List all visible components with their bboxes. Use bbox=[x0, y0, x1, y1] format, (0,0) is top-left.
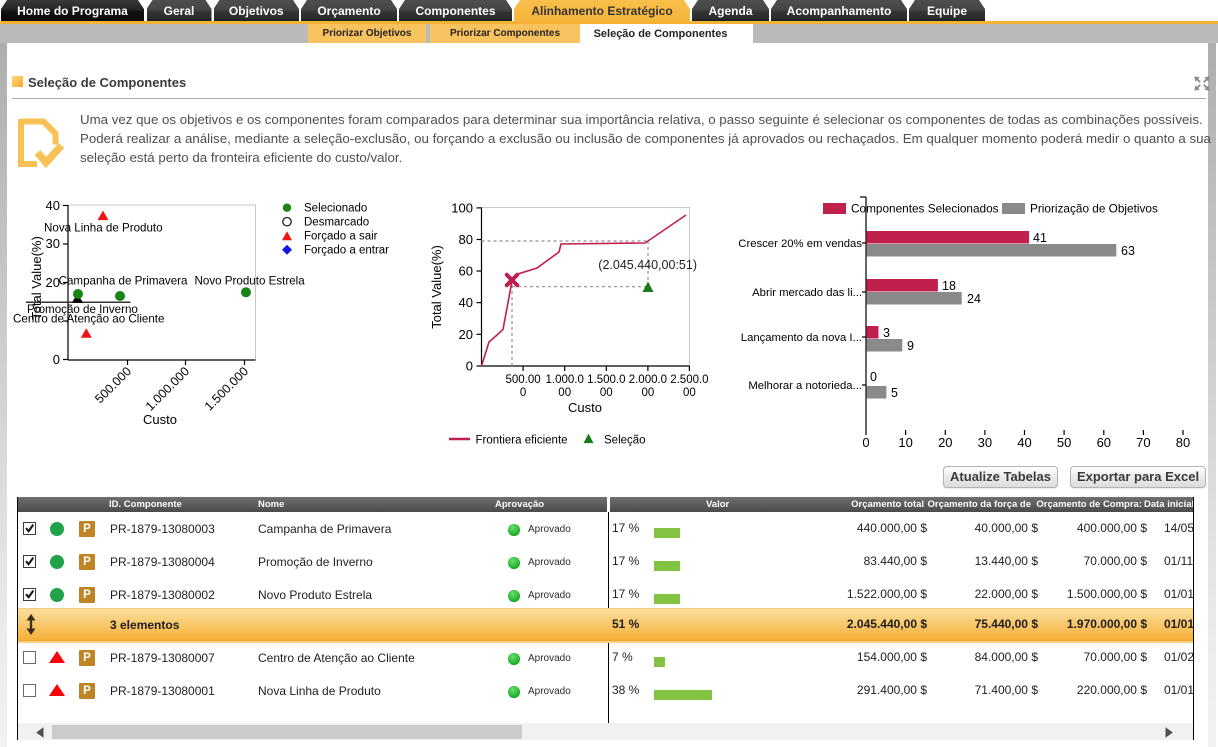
svg-text:40: 40 bbox=[459, 295, 473, 310]
svg-text:Nova Linha de Produto: Nova Linha de Produto bbox=[44, 222, 163, 235]
svg-text:Total Value(%): Total Value(%) bbox=[29, 236, 44, 320]
svg-text:9: 9 bbox=[907, 339, 914, 353]
svg-text:1.500.0: 1.500.0 bbox=[587, 374, 625, 386]
svg-text:50: 50 bbox=[1057, 435, 1071, 450]
svg-text:2.500.0: 2.500.0 bbox=[670, 374, 708, 386]
svg-text:24: 24 bbox=[967, 292, 981, 306]
svg-text:1.000.000: 1.000.000 bbox=[143, 364, 192, 413]
svg-text:80: 80 bbox=[1176, 435, 1190, 450]
svg-text:60: 60 bbox=[1097, 435, 1111, 450]
svg-text:Campanha de Primavera: Campanha de Primavera bbox=[59, 275, 188, 288]
svg-text:41: 41 bbox=[1033, 231, 1047, 245]
svg-text:80: 80 bbox=[459, 232, 473, 247]
svg-text:Novo Produto Estrela: Novo Produto Estrela bbox=[195, 275, 306, 288]
svg-text:Selecionado: Selecionado bbox=[304, 203, 367, 215]
svg-text:Custo: Custo bbox=[568, 400, 602, 415]
svg-text:Total Value(%): Total Value(%) bbox=[430, 245, 444, 329]
svg-text:40: 40 bbox=[46, 198, 60, 213]
svg-text:Lançamento da nova I...: Lançamento da nova I... bbox=[741, 332, 862, 344]
svg-text:Abrir mercado das li...: Abrir mercado das li... bbox=[752, 287, 862, 299]
svg-text:Forçado a entrar: Forçado a entrar bbox=[304, 245, 389, 257]
svg-text:00: 00 bbox=[558, 387, 571, 399]
svg-text:500.000: 500.000 bbox=[92, 364, 134, 406]
svg-text:5: 5 bbox=[891, 386, 898, 400]
svg-text:60: 60 bbox=[459, 264, 473, 279]
svg-text:20: 20 bbox=[938, 435, 952, 450]
svg-text:00: 00 bbox=[683, 387, 696, 399]
svg-text:Crescer 20% em vendas: Crescer 20% em vendas bbox=[738, 238, 862, 250]
svg-text:500.00: 500.00 bbox=[506, 374, 541, 386]
svg-text:10: 10 bbox=[898, 435, 912, 450]
svg-text:(2.045.440,00:51): (2.045.440,00:51) bbox=[598, 258, 697, 272]
svg-text:18: 18 bbox=[942, 279, 956, 293]
svg-text:00: 00 bbox=[642, 387, 655, 399]
svg-text:Desmarcado: Desmarcado bbox=[304, 217, 369, 229]
svg-text:Custo: Custo bbox=[143, 412, 177, 427]
svg-text:20: 20 bbox=[46, 275, 60, 290]
svg-text:3: 3 bbox=[883, 326, 890, 340]
svg-text:0: 0 bbox=[520, 387, 526, 399]
svg-text:30: 30 bbox=[46, 236, 60, 251]
svg-text:Componentes Selecionados: Componentes Selecionados bbox=[851, 202, 999, 216]
svg-text:Frontiera eficiente: Frontiera eficiente bbox=[476, 435, 568, 447]
svg-text:1.500.000: 1.500.000 bbox=[202, 364, 251, 413]
svg-text:Promoção de Inverno: Promoção de Inverno bbox=[27, 303, 138, 316]
svg-text:2.000.0: 2.000.0 bbox=[629, 374, 667, 386]
svg-text:1.000.0: 1.000.0 bbox=[546, 374, 584, 386]
svg-text:Melhorar a notorieda...: Melhorar a notorieda... bbox=[748, 380, 862, 392]
svg-text:0: 0 bbox=[53, 352, 60, 367]
svg-text:63: 63 bbox=[1121, 244, 1135, 258]
svg-text:0: 0 bbox=[870, 370, 877, 384]
svg-text:40: 40 bbox=[1017, 435, 1031, 450]
svg-text:70: 70 bbox=[1136, 435, 1150, 450]
svg-text:Priorização de Objetivos: Priorização de Objetivos bbox=[1030, 202, 1158, 216]
svg-text:0: 0 bbox=[862, 435, 869, 450]
svg-text:20: 20 bbox=[459, 327, 473, 342]
svg-text:Centro de Atenção ao Cliente: Centro de Atenção ao Cliente bbox=[13, 313, 164, 326]
svg-text:30: 30 bbox=[978, 435, 992, 450]
svg-text:Seleção: Seleção bbox=[604, 435, 646, 447]
svg-text:0: 0 bbox=[466, 359, 473, 374]
svg-text:Forçado a sair: Forçado a sair bbox=[304, 231, 378, 243]
svg-text:100: 100 bbox=[451, 201, 473, 216]
svg-text:00: 00 bbox=[600, 387, 613, 399]
